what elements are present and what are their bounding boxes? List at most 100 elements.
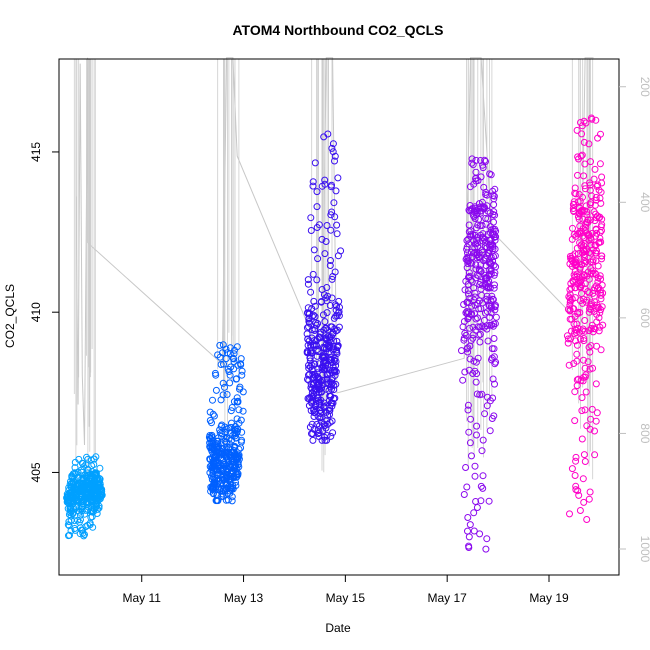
data-point xyxy=(583,208,591,216)
data-points-layer xyxy=(63,114,607,553)
data-point xyxy=(481,309,489,317)
data-point xyxy=(570,360,578,367)
data-point xyxy=(71,464,79,472)
data-point xyxy=(310,297,318,305)
data-point xyxy=(332,327,340,335)
data-point xyxy=(306,354,314,362)
data-point xyxy=(586,201,594,209)
data-point xyxy=(321,364,329,372)
data-point xyxy=(463,264,471,272)
data-point xyxy=(331,268,339,276)
data-point xyxy=(463,345,471,353)
data-point xyxy=(223,433,231,441)
data-point xyxy=(592,271,600,278)
data-point xyxy=(231,429,239,437)
data-point xyxy=(461,329,469,337)
data-point xyxy=(581,364,589,372)
data-point xyxy=(595,186,603,194)
data-point xyxy=(221,383,228,391)
data-point xyxy=(576,227,584,235)
data-point xyxy=(233,398,241,406)
data-point xyxy=(332,187,340,195)
data-point xyxy=(464,527,471,535)
data-point xyxy=(592,380,600,388)
data-point xyxy=(473,504,481,511)
data-point xyxy=(226,371,234,379)
data-point xyxy=(221,487,229,494)
y-axis-label: CO2_QCLS xyxy=(3,284,17,348)
data-point xyxy=(594,274,602,282)
data-point xyxy=(466,521,474,529)
data-point xyxy=(333,302,341,310)
data-point xyxy=(566,301,574,309)
data-point xyxy=(320,133,328,141)
data-point xyxy=(578,151,586,159)
data-point xyxy=(482,295,490,303)
data-point xyxy=(565,361,573,369)
data-point xyxy=(580,272,588,280)
data-point xyxy=(328,208,336,216)
data-point xyxy=(487,226,495,234)
data-point xyxy=(465,544,473,551)
data-point xyxy=(594,278,602,286)
data-point xyxy=(474,314,481,322)
data-point xyxy=(479,484,487,492)
data-point xyxy=(469,370,477,377)
data-point xyxy=(571,261,579,269)
data-point xyxy=(598,179,606,187)
data-point xyxy=(474,239,481,247)
data-point xyxy=(593,247,600,255)
data-point xyxy=(586,348,594,356)
data-point xyxy=(490,201,498,209)
data-point xyxy=(564,339,572,347)
data-point xyxy=(96,475,103,482)
data-point xyxy=(475,297,483,305)
data-point xyxy=(571,273,579,281)
data-point xyxy=(571,472,579,479)
data-point xyxy=(84,465,92,473)
data-point xyxy=(461,368,469,376)
data-point xyxy=(477,173,485,181)
data-point xyxy=(573,341,581,349)
data-point xyxy=(471,215,479,222)
data-point xyxy=(490,320,498,328)
data-point xyxy=(227,407,235,415)
data-point xyxy=(315,375,323,382)
data-point xyxy=(219,379,227,387)
data-point xyxy=(230,350,238,358)
data-point xyxy=(223,425,231,433)
data-point xyxy=(466,202,474,209)
data-point xyxy=(233,394,241,402)
data-point xyxy=(463,243,471,251)
data-point xyxy=(238,367,246,375)
data-point xyxy=(220,360,227,368)
data-point xyxy=(571,388,579,396)
data-point xyxy=(327,392,335,400)
data-point xyxy=(326,336,334,344)
data-point xyxy=(331,157,338,165)
data-point xyxy=(576,283,584,291)
data-point xyxy=(568,257,576,264)
data-point xyxy=(209,490,217,498)
data-point xyxy=(215,477,223,485)
data-point xyxy=(323,284,331,291)
data-point xyxy=(223,475,230,483)
data-point xyxy=(479,164,487,172)
data-point xyxy=(67,527,75,535)
data-point xyxy=(328,275,336,283)
data-point xyxy=(88,492,96,500)
data-point xyxy=(232,425,239,433)
data-point xyxy=(595,314,603,322)
data-point xyxy=(327,226,335,234)
data-point xyxy=(223,349,231,357)
data-point xyxy=(313,188,321,196)
data-point xyxy=(583,211,591,219)
data-point xyxy=(575,215,583,223)
data-point xyxy=(333,326,341,334)
data-point xyxy=(573,350,581,358)
data-point xyxy=(214,469,222,477)
data-point xyxy=(598,173,606,181)
right-axis-tick-label: 1000 xyxy=(638,536,650,563)
data-point xyxy=(97,492,105,500)
data-point xyxy=(217,448,225,456)
